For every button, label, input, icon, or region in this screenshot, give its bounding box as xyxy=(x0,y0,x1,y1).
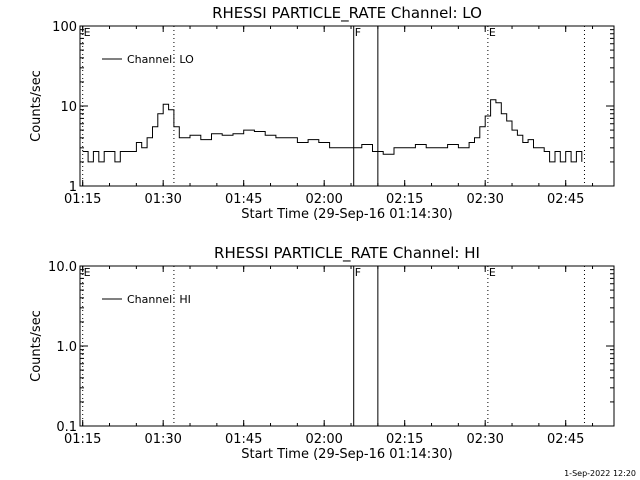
y-axis-label: Counts/sec xyxy=(29,310,44,382)
y-tick-label: 10.0 xyxy=(48,260,77,275)
legend-label: Channel: HI xyxy=(127,293,191,306)
y-tick-label: 1.0 xyxy=(56,340,77,355)
marker-label: E xyxy=(84,26,91,39)
marker-label: F xyxy=(355,266,361,279)
x-tick-label: 01:15 xyxy=(64,432,101,447)
x-tick-label: 02:30 xyxy=(466,432,503,447)
chart-title: RHESSI PARTICLE_RATE Channel: LO xyxy=(212,4,482,23)
y-tick-label: 100 xyxy=(52,20,77,35)
x-axis-label: Start Time (29-Sep-16 01:14:30) xyxy=(241,207,452,222)
x-tick-label: 01:45 xyxy=(225,192,262,207)
x-tick-label: 01:15 xyxy=(64,192,101,207)
plot-frame xyxy=(79,25,615,187)
plot-frame xyxy=(79,265,615,427)
y-tick-label: 1 xyxy=(69,180,77,195)
x-tick-label: 02:45 xyxy=(547,432,584,447)
x-tick-label: 01:30 xyxy=(144,432,181,447)
y-tick-label: 10 xyxy=(60,100,77,115)
x-tick-label: 01:30 xyxy=(144,192,181,207)
chart-title: RHESSI PARTICLE_RATE Channel: HI xyxy=(214,244,480,263)
x-tick-label: 02:45 xyxy=(547,192,584,207)
x-axis-label: Start Time (29-Sep-16 01:14:30) xyxy=(241,447,452,462)
x-tick-label: 02:15 xyxy=(386,432,423,447)
y-tick-label: 0.1 xyxy=(56,420,77,435)
x-tick-label: 02:00 xyxy=(305,432,342,447)
x-tick-label: 02:15 xyxy=(386,192,423,207)
footer-timestamp: 1-Sep-2022 12:20 xyxy=(564,469,636,478)
y-axis-label: Counts/sec xyxy=(29,70,44,142)
marker-label: E xyxy=(84,266,91,279)
marker-label: E xyxy=(489,266,496,279)
legend-label: Channel: LO xyxy=(127,53,194,66)
marker-label: F xyxy=(355,26,361,39)
x-tick-label: 02:00 xyxy=(305,192,342,207)
series-line xyxy=(82,99,583,163)
x-tick-label: 01:45 xyxy=(225,432,262,447)
x-tick-label: 02:30 xyxy=(466,192,503,207)
marker-label: E xyxy=(489,26,496,39)
